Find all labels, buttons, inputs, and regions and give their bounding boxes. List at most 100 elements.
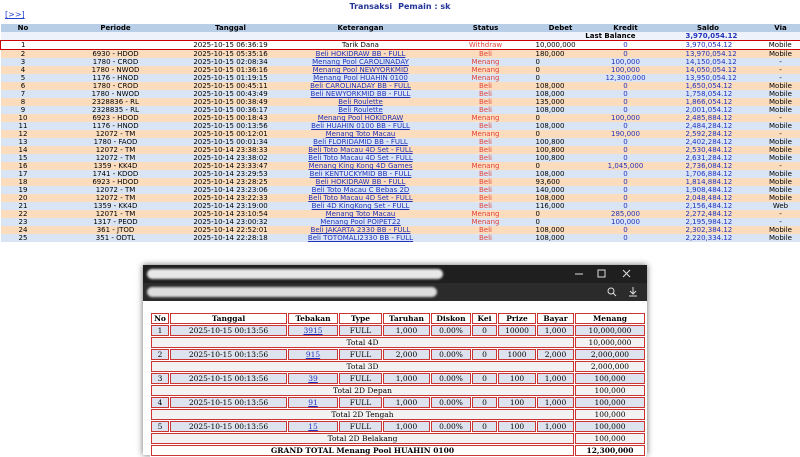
cell: 0.00% xyxy=(431,325,471,336)
description-link[interactable]: Beli KENTUCKYMID BB - FULL xyxy=(310,170,412,178)
total-value: 100,000 xyxy=(575,385,645,396)
description-link[interactable]: Beli FLORIDAMID BB - FULL xyxy=(313,138,408,146)
cell: 15 xyxy=(288,421,338,432)
cell: Beli HOKIDRAW BB - FULL xyxy=(276,178,446,186)
cell: 1,000 xyxy=(383,325,430,336)
description-link[interactable]: Beli NEWYORKMID BB - FULL xyxy=(311,90,411,98)
cell: 2025-10-15 00:36:17 xyxy=(186,106,276,114)
cell: 22 xyxy=(1,210,46,218)
cell: 0 xyxy=(526,210,596,218)
cell: 108,000 xyxy=(526,90,596,98)
description-link[interactable]: Beli Toto Macau 4D Set - FULL xyxy=(308,194,412,202)
description-link[interactable]: Beli Roulette xyxy=(338,98,383,106)
cell: 2025-10-14 23:22:33 xyxy=(186,194,276,202)
description-link[interactable]: Beli CAROLINADAY BB - FULL xyxy=(310,82,411,90)
cell: 2025-10-15 00:13:56 xyxy=(170,349,287,360)
description-link[interactable]: Menang Pool HUAHIN 0100 xyxy=(313,74,408,82)
cell: 6930 - HDOD xyxy=(46,50,186,59)
cell: 25 xyxy=(1,234,46,242)
guess-link[interactable]: 915 xyxy=(306,350,320,359)
cell: Menang xyxy=(446,114,526,122)
close[interactable] xyxy=(623,270,630,277)
cell: 0 xyxy=(472,325,497,336)
download-icon[interactable] xyxy=(629,287,637,296)
description-link[interactable]: Beli HUAHIN 0100 BB - FULL xyxy=(311,122,410,130)
toolbar-icons[interactable] xyxy=(593,283,643,301)
description-link[interactable]: Beli HOKIDRAW BB - FULL xyxy=(316,178,406,186)
cell: 2025-10-15 00:43:49 xyxy=(186,90,276,98)
cell: 0 xyxy=(596,226,656,234)
guess-link[interactable]: 3915 xyxy=(303,326,322,335)
cell: Beli xyxy=(446,138,526,146)
cell: 2025-10-15 00:38:49 xyxy=(186,98,276,106)
description-link[interactable]: Beli TOTOMALI2330 BB - FULL xyxy=(308,234,413,242)
description-link[interactable]: Beli Toto Macau 4D Set - FULL xyxy=(308,154,412,162)
cell: 2025-10-15 00:13:56 xyxy=(170,397,287,408)
cell: FULL xyxy=(339,373,382,384)
guess-link[interactable]: 15 xyxy=(308,422,318,431)
cell: 2025-10-15 00:13:56 xyxy=(170,373,287,384)
cell: 100,800 xyxy=(526,138,596,146)
description-link[interactable]: Beli HOKIDRAW BB - FULL xyxy=(316,50,406,58)
cell: 2328835 - RL xyxy=(46,106,186,114)
cell: 23 xyxy=(1,218,46,226)
grand-total-value: 12,300,000 xyxy=(575,445,645,456)
cell: Withdraw xyxy=(446,41,526,50)
cell: 6923 - HDOD xyxy=(46,178,186,186)
cell: Beli xyxy=(446,82,526,90)
description-link[interactable]: Beli 4D KingKong Set - FULL xyxy=(312,202,410,210)
cell: 0 xyxy=(596,146,656,154)
cell: Beli Toto Macau 4D Set - FULL xyxy=(276,194,446,202)
cell: - xyxy=(761,162,800,170)
description-link[interactable]: Menang Pool HOKIDRAW xyxy=(318,114,404,122)
cell: 5 xyxy=(1,74,46,82)
description-link[interactable]: Menang Toto Macau xyxy=(326,130,396,138)
cell: Beli Toto Macau 4D Set - FULL xyxy=(276,146,446,154)
cell: Menang Pool NEWYORKMID xyxy=(276,66,446,74)
description-link[interactable]: Menang Pool POIPET22 xyxy=(320,218,401,226)
description-link[interactable]: Menang Pool CAROLINADAY xyxy=(312,58,409,66)
guess-link[interactable]: 91 xyxy=(308,398,318,407)
description-link[interactable]: Beli Roulette xyxy=(338,106,383,114)
cell: 12 xyxy=(1,130,46,138)
cell: 100,000 xyxy=(596,218,656,226)
cell: Beli xyxy=(446,154,526,162)
cell: 1317 - PEOD xyxy=(46,218,186,226)
address-bar xyxy=(143,283,647,301)
cell: Beli Roulette xyxy=(276,106,446,114)
window-controls[interactable] xyxy=(567,265,647,283)
cell: 0 xyxy=(596,106,656,114)
cell: 2025-10-14 22:28:18 xyxy=(186,234,276,242)
column-header: Taruhan xyxy=(383,313,430,324)
description-link[interactable]: Menang Toto Macau xyxy=(326,210,396,218)
description-link[interactable]: Beli Toto Macau C Bebas 2D xyxy=(312,186,410,194)
description-link[interactable]: Menang King Kong 4D Games xyxy=(308,162,412,170)
cell: Beli Toto Macau 4D Set - FULL xyxy=(276,154,446,162)
nav-link[interactable]: [>>] xyxy=(5,10,25,19)
cell: 2,736,084.12 xyxy=(656,162,761,170)
guess-link[interactable]: 39 xyxy=(308,374,318,383)
cell: Menang Pool HOKIDRAW xyxy=(276,114,446,122)
cell: 0 xyxy=(526,74,596,82)
description-link[interactable]: Menang Pool NEWYORKMID xyxy=(313,66,409,74)
cell: 108,000 xyxy=(526,170,596,178)
maximize[interactable] xyxy=(598,270,605,277)
cell: Beli xyxy=(446,226,526,234)
description-link[interactable]: Beli JAKARTA 2330 BB - FULL xyxy=(311,226,411,234)
last-balance-label: Last Balance xyxy=(1,32,656,41)
description-link[interactable]: Beli Toto Macau 4D Set - FULL xyxy=(308,146,412,154)
